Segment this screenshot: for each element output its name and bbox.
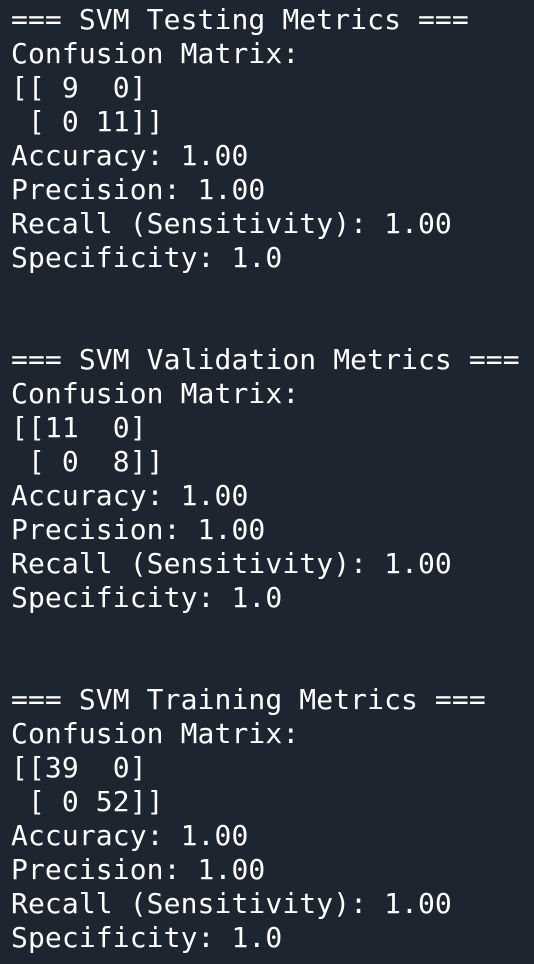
confusion-matrix-row: [ 0 11]] xyxy=(11,105,164,138)
accuracy-line: Accuracy: 1.00 xyxy=(11,479,249,512)
validation-metrics-section: === SVM Validation Metrics === Confusion… xyxy=(11,343,520,615)
precision-line: Precision: 1.00 xyxy=(11,853,266,886)
confusion-matrix-row: [[11 0] xyxy=(11,411,147,444)
recall-line: Recall (Sensitivity): 1.00 xyxy=(11,207,452,240)
section-header: === SVM Validation Metrics === xyxy=(11,343,520,376)
precision-line: Precision: 1.00 xyxy=(11,173,266,206)
recall-line: Recall (Sensitivity): 1.00 xyxy=(11,547,452,580)
training-metrics-section: === SVM Training Metrics === Confusion M… xyxy=(11,683,486,955)
confusion-matrix-row: [[ 9 0] xyxy=(11,71,147,104)
testing-metrics-section: === SVM Testing Metrics === Confusion Ma… xyxy=(11,3,469,275)
confusion-matrix-row: [ 0 8]] xyxy=(11,445,164,478)
recall-line: Recall (Sensitivity): 1.00 xyxy=(11,887,452,920)
specificity-line: Specificity: 1.0 xyxy=(11,921,283,954)
accuracy-line: Accuracy: 1.00 xyxy=(11,139,249,172)
precision-line: Precision: 1.00 xyxy=(11,513,266,546)
confusion-matrix-row: [ 0 52]] xyxy=(11,785,164,818)
confusion-matrix-row: [[39 0] xyxy=(11,751,147,784)
confusion-matrix-label: Confusion Matrix: xyxy=(11,377,300,410)
section-header: === SVM Training Metrics === xyxy=(11,683,486,716)
section-header: === SVM Testing Metrics === xyxy=(11,3,469,36)
confusion-matrix-label: Confusion Matrix: xyxy=(11,717,300,750)
accuracy-line: Accuracy: 1.00 xyxy=(11,819,249,852)
confusion-matrix-label: Confusion Matrix: xyxy=(11,37,300,70)
specificity-line: Specificity: 1.0 xyxy=(11,241,283,274)
specificity-line: Specificity: 1.0 xyxy=(11,581,283,614)
